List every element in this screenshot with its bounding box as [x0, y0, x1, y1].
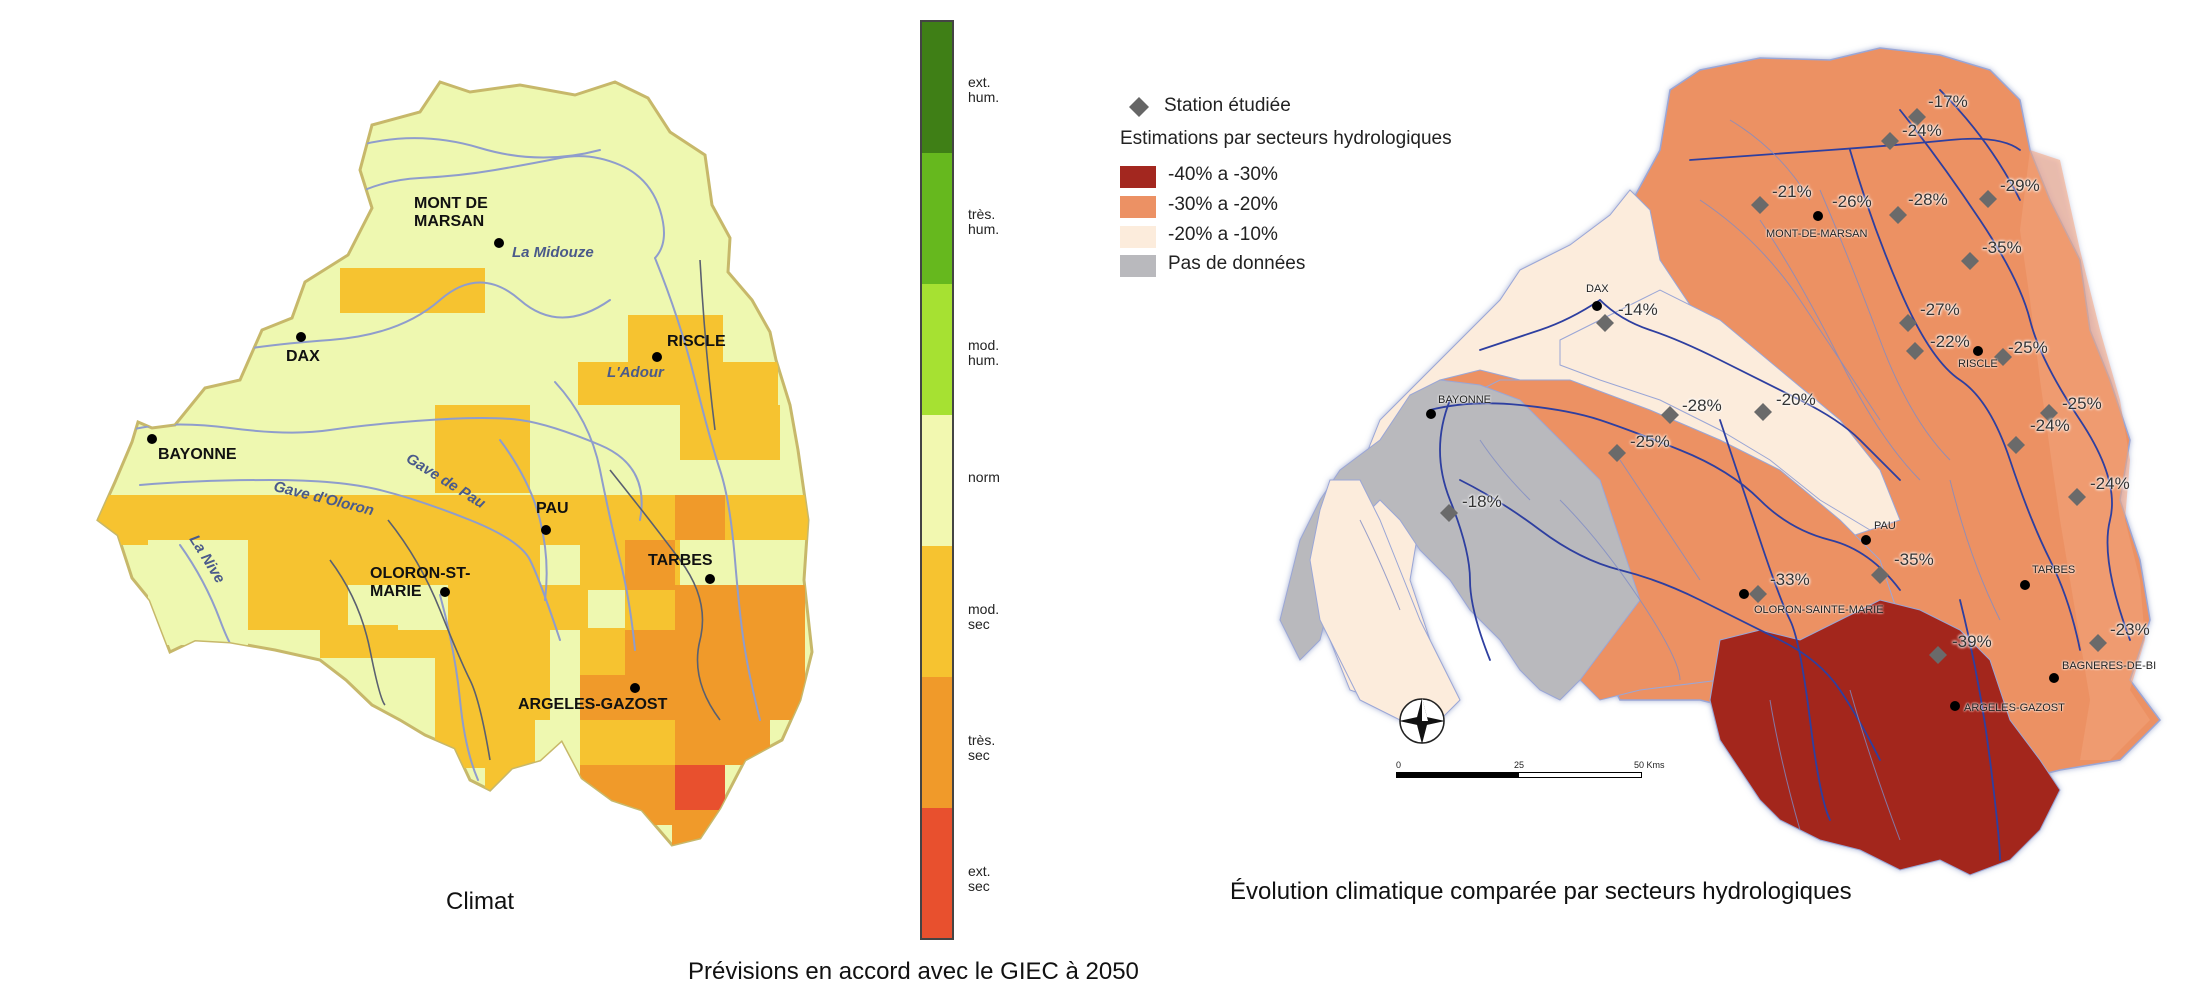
legend-swatch-30-20 [1120, 196, 1156, 218]
pct-label: -35% [1982, 238, 2022, 257]
pct-label: -27% [1920, 300, 1960, 319]
caption-giec: Prévisions en accord avec le GIEC à 2050 [688, 958, 1139, 985]
city-label-riscle: RISCLE [667, 333, 726, 350]
scale-label-ext-hum: ext. hum. [968, 74, 1000, 105]
pct-label: -39% [1952, 632, 1992, 651]
legend-label-30-20: -30% a -20% [1168, 194, 1278, 215]
pct-label: -24% [1902, 121, 1942, 140]
river-label-midouze: La Midouze [512, 244, 594, 261]
scale-label-mod-hum: mod. hum. [968, 337, 1000, 368]
climate-map [96, 80, 814, 847]
rcity-argeles: ARGELES-GAZOST [1964, 702, 2065, 714]
rcity-oloron: OLORON-SAINTE-MARIE [1754, 604, 1884, 616]
scale-label-norm: norm [968, 469, 1000, 485]
legend-section-title: Estimations par secteurs hydrologiques [1120, 128, 1452, 149]
rcity-mont-de-marsan: MONT-DE-MARSAN [1766, 228, 1868, 240]
pct-label: -22% [1930, 332, 1970, 351]
caption-evolution: Évolution climatique comparée par secteu… [1230, 878, 1852, 905]
scale-swatch-ext-sec [922, 808, 952, 938]
pct-label: -28% [1908, 190, 1948, 209]
legend-label-no-data: Pas de données [1168, 253, 1306, 274]
rcity-bagneres: BAGNERES-DE-BI [2062, 660, 2157, 672]
city-label-bayonne: BAYONNE [158, 446, 237, 463]
pct-label: -35% [1894, 550, 1934, 569]
city-dot-argeles [630, 683, 640, 693]
pct-label: -21% [1772, 182, 1812, 201]
north-arrow-icon [1399, 698, 1445, 744]
pct-label: -24% [2030, 416, 2070, 435]
pct-label: -25% [1630, 432, 1670, 451]
city-dot-mont-de-marsan [494, 238, 504, 248]
city-dot-dax [296, 332, 306, 342]
scale-swatch-norm [922, 415, 952, 546]
scale-label-ext-sec: ext. sec [968, 863, 991, 894]
city-label-dax: DAX [286, 348, 320, 365]
rcity-tarbes: TARBES [2032, 564, 2076, 576]
pct-label: -20% [1776, 390, 1816, 409]
station-diamond-icon [1129, 97, 1149, 117]
city-dot-bayonne [147, 434, 157, 444]
pct-label: -25% [2008, 338, 2048, 357]
pct-label: -23% [2110, 620, 2150, 639]
pct-label: -17% [1928, 92, 1968, 111]
pct-label: -25% [2062, 394, 2102, 413]
legend-swatch-20-10 [1120, 226, 1156, 248]
city-dot-pau [541, 525, 551, 535]
scale-tick-0: 0 [1396, 760, 1402, 770]
city-label-argeles: ARGELES-GAZOST [518, 696, 668, 713]
scale-label-mod-sec: mod. sec [968, 601, 1000, 632]
river-label-adour: L'Adour [607, 364, 664, 381]
city-label-tarbes: TARBES [648, 552, 713, 569]
scale-tick-50: 50 Kms [1634, 760, 1665, 770]
legend-label-40-30: -40% a -30% [1168, 164, 1278, 185]
scale-label-tres-hum: très. hum. [968, 206, 1000, 237]
rcity-pau: PAU [1874, 520, 1896, 532]
city-label-oloron: OLORON-ST- MARIE [370, 565, 471, 600]
scale-swatch-mod-sec [922, 546, 952, 677]
hydrological-sectors-map [1279, 47, 2161, 876]
legend-swatch-40-30 [1120, 166, 1156, 188]
climate-scale-bar [920, 20, 954, 940]
scale-swatch-tres-hum [922, 153, 952, 284]
city-label-pau: PAU [536, 500, 569, 517]
pct-label: -26% [1832, 192, 1872, 211]
scale-swatch-mod-hum [922, 284, 952, 415]
scale-label-tres-sec: très. sec [968, 732, 996, 763]
pct-label: -29% [2000, 176, 2040, 195]
pct-label: -33% [1770, 570, 1810, 589]
legend-station-label: Station étudiée [1164, 95, 1291, 116]
pct-label: -18% [1462, 492, 1502, 511]
pct-label: -24% [2090, 474, 2130, 493]
rcity-bayonne: BAYONNE [1438, 394, 1491, 406]
legend-label-20-10: -20% a -10% [1168, 224, 1278, 245]
scale-swatch-ext-hum [922, 22, 952, 153]
pct-label: -14% [1618, 300, 1658, 319]
rcity-dax: DAX [1586, 283, 1609, 295]
pct-label: -28% [1682, 396, 1722, 415]
caption-climat: Climat [446, 888, 515, 915]
legend-swatch-no-data [1120, 255, 1156, 277]
city-dot-tarbes [705, 574, 715, 584]
rcity-riscle: RISCLE [1958, 358, 1998, 370]
city-label-mont-de-marsan: MONT DE MARSAN [414, 195, 488, 230]
city-dot-oloron [440, 587, 450, 597]
scale-tick-25: 25 [1514, 760, 1525, 770]
distance-scale-bar [1396, 772, 1642, 778]
scale-swatch-tres-sec [922, 677, 952, 808]
city-dot-riscle [652, 352, 662, 362]
